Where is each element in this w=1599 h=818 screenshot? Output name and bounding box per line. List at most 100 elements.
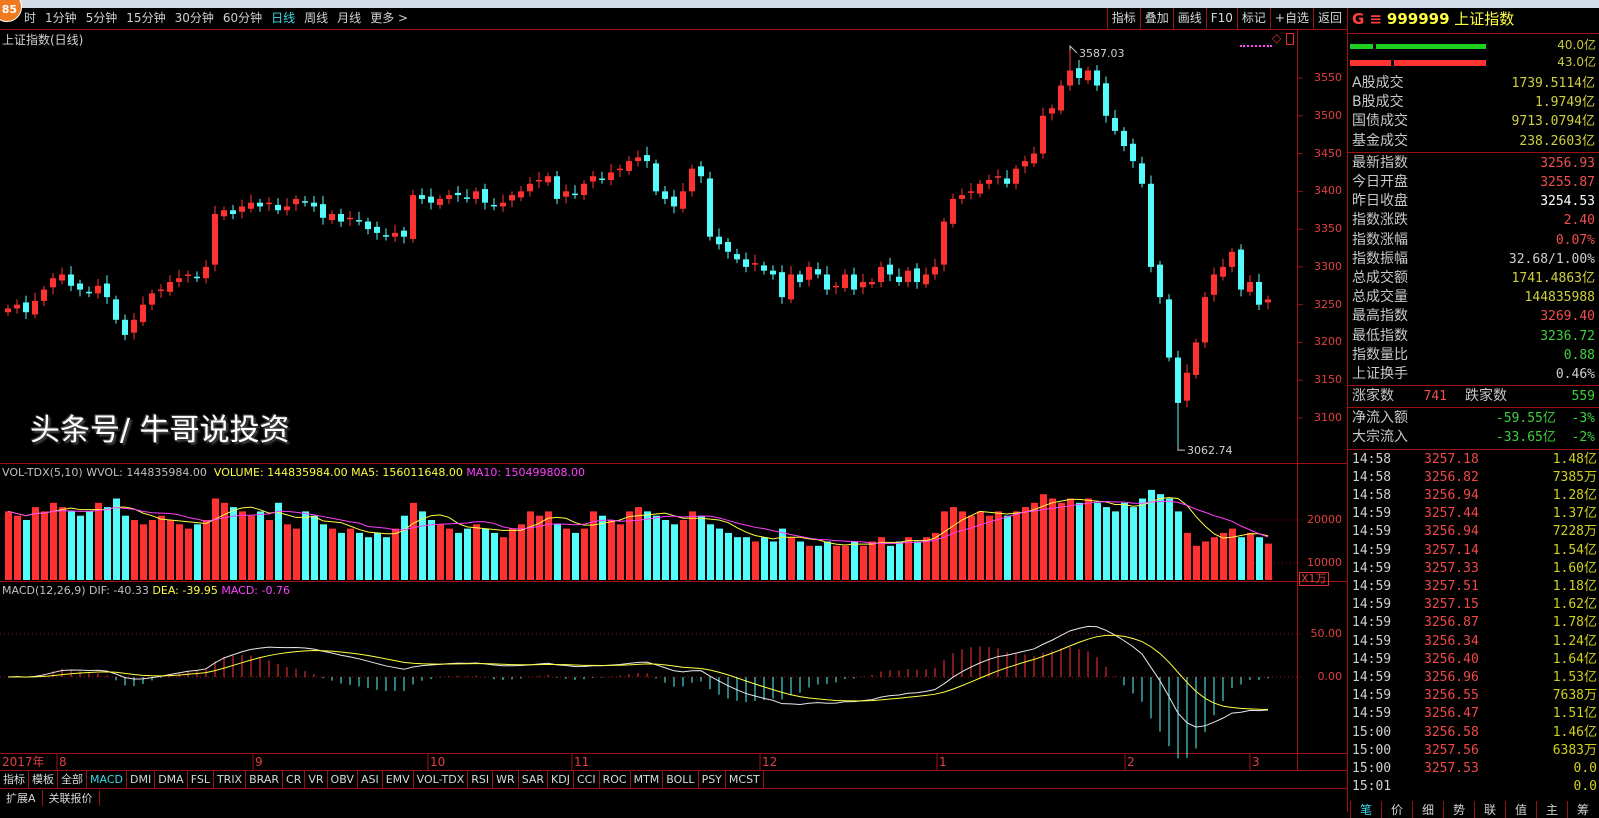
- tab-indicator[interactable]: 模板: [29, 771, 58, 788]
- stat-label: B股成交: [1352, 94, 1404, 111]
- tab-period[interactable]: 30分钟: [174, 11, 214, 25]
- stat-value: 144835988: [1524, 290, 1595, 306]
- volume-bar: [815, 545, 822, 580]
- volume-bar: [23, 520, 30, 580]
- volume-bar: [1058, 502, 1065, 580]
- stat-value: 3255.87: [1540, 175, 1595, 190]
- tab-period[interactable]: 周线: [304, 11, 329, 25]
- tab-period[interactable]: 更多 >: [370, 11, 409, 25]
- candle-body: [590, 176, 596, 182]
- tab-indicator[interactable]: MACD: [87, 771, 127, 788]
- toolbar-button[interactable]: +自选: [1269, 8, 1313, 29]
- tab-period[interactable]: 60分钟: [222, 11, 263, 25]
- tick-price: 3256.40: [1424, 651, 1479, 667]
- tab-quote[interactable]: 值: [1505, 801, 1536, 818]
- tab-indicator[interactable]: 指标: [0, 771, 29, 788]
- stat-label: A股成交: [1352, 75, 1404, 91]
- tab-indicator[interactable]: MCST: [726, 771, 764, 788]
- tab-indicator[interactable]: MTM: [631, 771, 664, 788]
- stat-value: 0.88: [1563, 347, 1595, 363]
- candle-body: [887, 264, 893, 275]
- stat-label: 总成交额: [1352, 270, 1408, 286]
- tab-quote[interactable]: 筹: [1567, 801, 1598, 818]
- tab-quote[interactable]: 联: [1474, 801, 1505, 818]
- toolbar-button[interactable]: 指标: [1106, 8, 1140, 29]
- tab-indicator[interactable]: ROC: [600, 771, 631, 788]
- stat-value: 1.9749亿: [1535, 95, 1595, 111]
- candle-body: [698, 166, 704, 177]
- date-label: 2017年: [2, 755, 45, 769]
- candle-body: [383, 235, 389, 237]
- candle-body: [365, 221, 371, 230]
- tab-period[interactable]: 5分钟: [85, 11, 118, 25]
- tab-quote[interactable]: 势: [1443, 801, 1474, 818]
- tab-indicator[interactable]: PSY: [699, 771, 726, 788]
- toolbar-button[interactable]: 返回: [1312, 8, 1346, 29]
- volume-bar: [131, 520, 138, 580]
- tab-bottom[interactable]: 关联报价: [43, 790, 100, 806]
- tab-indicator[interactable]: BOLL: [663, 771, 699, 788]
- tab-period[interactable]: 月线: [337, 11, 362, 25]
- panel-toggle-icon[interactable]: [1286, 33, 1294, 45]
- tab-period[interactable]: 1分钟: [45, 11, 77, 25]
- chart-canvas[interactable]: 3587.03 3062.74: [0, 0, 1347, 770]
- tab-indicator[interactable]: VR: [305, 771, 328, 788]
- stat-value: 0.46%: [1555, 367, 1595, 382]
- volume-bar: [842, 545, 849, 580]
- tab-indicator[interactable]: CR: [283, 771, 306, 788]
- buy-bar-value: 40.0亿: [1557, 38, 1596, 52]
- volume-bar: [1184, 532, 1191, 580]
- divider: [0, 753, 1347, 754]
- tab-indicator[interactable]: OBV: [328, 771, 358, 788]
- tab-indicator[interactable]: 全部: [58, 771, 87, 788]
- tab-indicator[interactable]: BRAR: [246, 771, 284, 788]
- divider: [1347, 385, 1599, 387]
- volume-bar: [887, 545, 894, 580]
- diamond-icon[interactable]: ◇: [1272, 31, 1282, 45]
- tick-row: 14:59 3257.51 1.18亿: [1352, 578, 1597, 596]
- tab-indicator[interactable]: RSI: [468, 771, 494, 788]
- high-label: 3587.03: [1079, 47, 1125, 60]
- tick-time: 14:59: [1352, 560, 1392, 576]
- tab-bottom[interactable]: 扩展A: [0, 790, 43, 806]
- toolbar-button[interactable]: 标记: [1236, 8, 1270, 29]
- tick-amount: 1.62亿: [1552, 597, 1597, 613]
- tick-amount: 7228万: [1552, 524, 1597, 540]
- tab-indicator[interactable]: TRIX: [214, 771, 247, 788]
- tab-indicator[interactable]: DMA: [155, 771, 188, 788]
- volume-bar: [464, 528, 471, 580]
- tab-indicator[interactable]: SAR: [519, 771, 549, 788]
- candle-body: [752, 263, 758, 265]
- tab-indicator[interactable]: KDJ: [548, 771, 574, 788]
- volume-bar: [608, 520, 615, 580]
- tab-period[interactable]: 日线: [271, 11, 296, 25]
- date-label: 8: [59, 755, 67, 769]
- toolbar-button[interactable]: F10: [1205, 8, 1237, 29]
- tab-quote[interactable]: 价: [1381, 801, 1412, 818]
- candle-body: [608, 172, 614, 181]
- tab-indicator[interactable]: EMV: [383, 771, 414, 788]
- tick-time: 14:59: [1352, 615, 1392, 631]
- tick-row: 14:58 3257.18 1.48亿: [1352, 451, 1597, 469]
- quote-code: 999999: [1386, 10, 1450, 28]
- toolbar-button[interactable]: 叠加: [1139, 8, 1173, 29]
- candle-body: [95, 285, 101, 294]
- dif-line: [7, 625, 1269, 728]
- tab-quote[interactable]: 细: [1412, 801, 1443, 818]
- tab-quote[interactable]: 笔: [1350, 801, 1381, 818]
- volume-bar: [770, 541, 777, 580]
- tab-indicator[interactable]: ASI: [358, 771, 383, 788]
- tab-period[interactable]: 15分钟: [126, 11, 166, 25]
- tab-indicator[interactable]: CCI: [574, 771, 600, 788]
- candle-body: [1166, 299, 1172, 358]
- divider: [1347, 33, 1599, 34]
- tab-period[interactable]: 时: [24, 11, 37, 25]
- flow-row: 大宗流入 -33.65亿 -2%: [1350, 428, 1597, 447]
- tab-indicator[interactable]: WR: [493, 771, 519, 788]
- stat-value: 3236.72: [1540, 328, 1595, 344]
- toolbar-button[interactable]: 画线: [1172, 8, 1206, 29]
- tab-indicator[interactable]: VOL-TDX: [414, 771, 469, 788]
- tab-indicator[interactable]: FSL: [188, 771, 214, 788]
- tab-quote[interactable]: 主: [1536, 801, 1567, 818]
- tab-indicator[interactable]: DMI: [127, 771, 156, 788]
